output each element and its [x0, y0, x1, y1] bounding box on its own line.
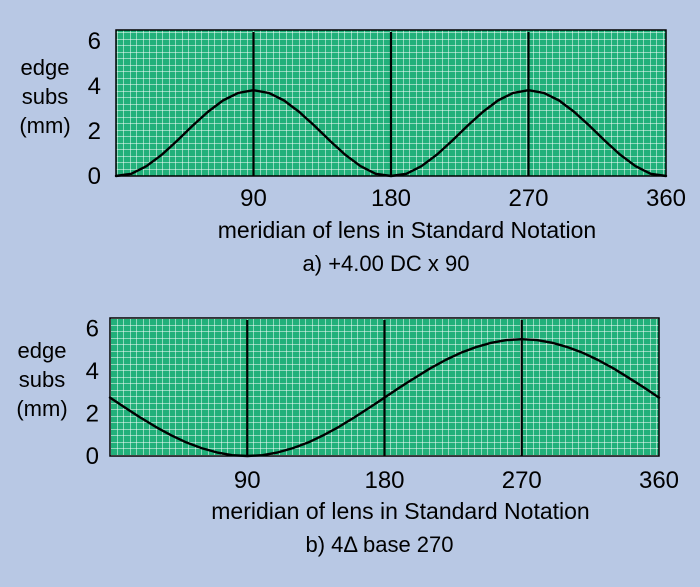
x-tick-label: 180	[364, 467, 404, 494]
series-line-0	[108, 338, 661, 458]
x-axis-label: meridian of lens in Standard Notation	[211, 498, 589, 524]
y-axis-label-line: edge	[21, 55, 70, 80]
y-tick-label: 6	[86, 316, 99, 343]
x-tick-label: 180	[371, 185, 411, 212]
y-axis-label-line: subs	[19, 367, 65, 392]
chart-caption: a) +4.00 DC x 90	[303, 251, 470, 276]
x-tick-label: 360	[646, 185, 686, 212]
y-tick-label: 4	[86, 358, 99, 385]
series-line-0	[114, 88, 668, 178]
y-tick-label: 2	[88, 118, 101, 145]
y-axis-label-line: subs	[22, 84, 68, 109]
chart-panel-a: 0 2 4 6 90 180 270 360 edge subs (mm) meridian of l…	[19, 28, 686, 276]
y-tick-label: 0	[86, 443, 99, 470]
chart-caption: b) 4Δ base 270	[305, 532, 453, 557]
x-tick-label: 270	[508, 185, 548, 212]
y-axis-label-line: (mm)	[19, 113, 70, 138]
y-tick-label: 4	[88, 73, 101, 100]
x-tick-label: 360	[639, 467, 679, 494]
x-axis-label: meridian of lens in Standard Notation	[218, 217, 596, 243]
chart-layer: 0 2 4 6 90 180 270 360 edge subs (mm) meridian of l…	[16, 28, 686, 557]
x-tick-label: 270	[502, 467, 542, 494]
x-tick-label: 90	[234, 467, 261, 494]
y-tick-label: 6	[88, 28, 101, 55]
chart-panel-b: 0 2 4 6 90 180 270 360 edge subs (mm) meridian of l…	[16, 316, 679, 557]
y-tick-label: 0	[88, 163, 101, 190]
y-axis-label-line: edge	[18, 338, 67, 363]
y-tick-label: 2	[86, 401, 99, 428]
y-axis-label-line: (mm)	[16, 396, 67, 421]
x-tick-label: 90	[240, 185, 267, 212]
